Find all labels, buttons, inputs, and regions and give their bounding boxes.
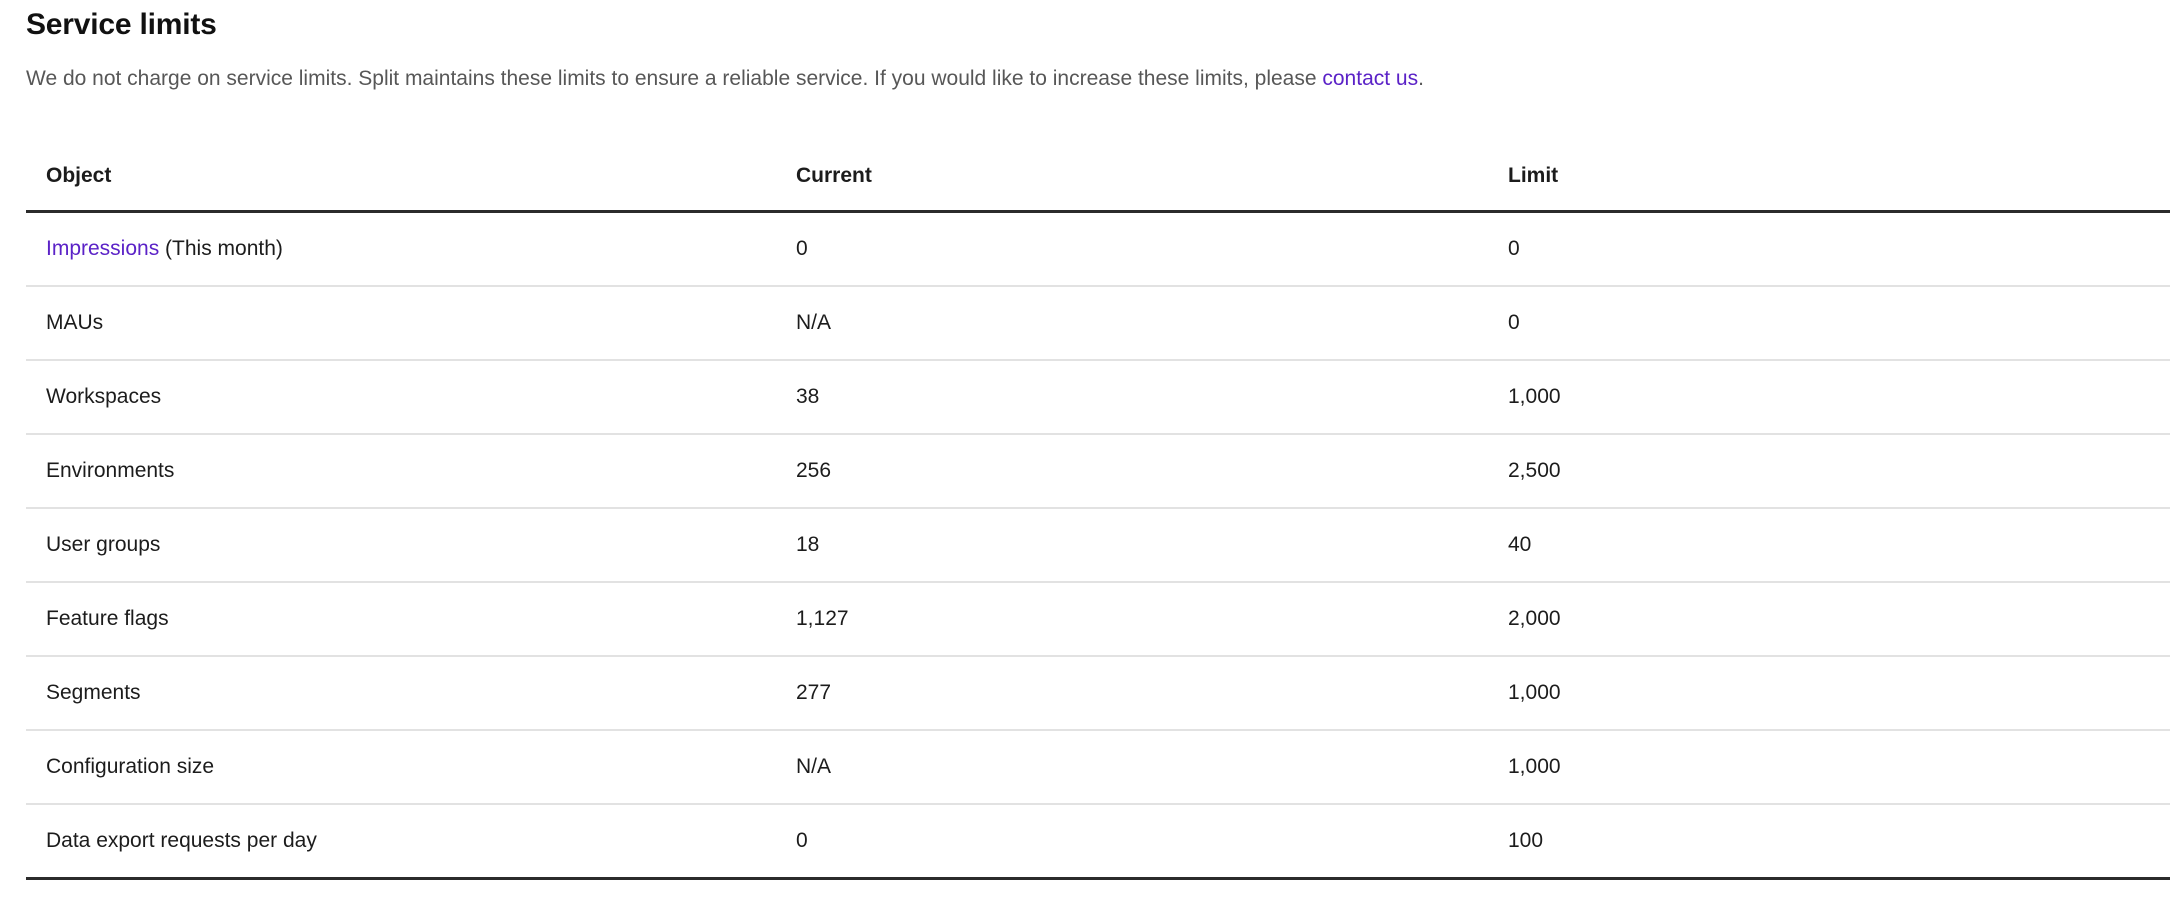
object-label: User groups bbox=[46, 533, 161, 556]
limit-value: 2,500 bbox=[1508, 459, 1561, 482]
cell-limit: 100 bbox=[1488, 804, 2170, 880]
current-value: N/A bbox=[796, 311, 832, 334]
table-row: Segments 277 1,000 bbox=[26, 656, 2170, 731]
current-value: 0 bbox=[796, 237, 808, 260]
object-label: MAUs bbox=[46, 311, 104, 334]
limit-value: 2,000 bbox=[1508, 607, 1561, 630]
table-row: User groups 18 40 bbox=[26, 508, 2170, 583]
table-row: MAUs N/A 0 bbox=[26, 286, 2170, 361]
page-description: We do not charge on service limits. Spli… bbox=[26, 64, 1424, 94]
object-label: Segments bbox=[46, 681, 141, 704]
cell-object: MAUs bbox=[26, 286, 776, 361]
cell-limit: 0 bbox=[1488, 211, 2170, 287]
limit-value: 100 bbox=[1508, 829, 1544, 852]
current-value: N/A bbox=[796, 755, 832, 778]
cell-current: 256 bbox=[776, 434, 1488, 509]
column-header-object: Object bbox=[26, 140, 776, 213]
column-header-limit-label: Limit bbox=[1508, 164, 1559, 187]
current-value: 38 bbox=[796, 385, 820, 408]
description-text-after-link: . bbox=[1418, 67, 1424, 90]
column-header-object-label: Object bbox=[46, 164, 112, 187]
table-row: Environments 256 2,500 bbox=[26, 434, 2170, 509]
current-value: 18 bbox=[796, 533, 820, 556]
cell-limit: 40 bbox=[1488, 508, 2170, 583]
cell-object: Feature flags bbox=[26, 582, 776, 657]
cell-limit: 1,000 bbox=[1488, 730, 2170, 805]
cell-limit: 2,500 bbox=[1488, 434, 2170, 509]
table-row: Configuration size N/A 1,000 bbox=[26, 730, 2170, 805]
cell-current: 0 bbox=[776, 211, 1488, 287]
current-value: 256 bbox=[796, 459, 832, 482]
limit-value: 40 bbox=[1508, 533, 1532, 556]
page-title: Service limits bbox=[26, 8, 217, 41]
cell-current: 18 bbox=[776, 508, 1488, 583]
table-header: Object Current Limit bbox=[26, 140, 2170, 213]
object-label: Feature flags bbox=[46, 607, 169, 630]
cell-object: Data export requests per day bbox=[26, 804, 776, 880]
limit-value: 1,000 bbox=[1508, 681, 1561, 704]
table-row: Impressions (This month) 0 0 bbox=[26, 211, 2170, 287]
column-header-current: Current bbox=[776, 140, 1488, 213]
current-value: 1,127 bbox=[796, 607, 849, 630]
limit-value: 1,000 bbox=[1508, 385, 1561, 408]
cell-current: 1,127 bbox=[776, 582, 1488, 657]
cell-limit: 0 bbox=[1488, 286, 2170, 361]
table-body: Impressions (This month) 0 0 MAUs N/A 0 bbox=[26, 211, 2170, 880]
cell-current: 38 bbox=[776, 360, 1488, 435]
cell-object: Segments bbox=[26, 656, 776, 731]
cell-current: 277 bbox=[776, 656, 1488, 731]
cell-object: User groups bbox=[26, 508, 776, 583]
cell-current: N/A bbox=[776, 730, 1488, 805]
cell-object: Configuration size bbox=[26, 730, 776, 805]
object-label: Configuration size bbox=[46, 755, 215, 778]
table-row: Workspaces 38 1,000 bbox=[26, 360, 2170, 435]
table-row: Feature flags 1,127 2,000 bbox=[26, 582, 2170, 657]
cell-limit: 1,000 bbox=[1488, 656, 2170, 731]
contact-us-link[interactable]: contact us bbox=[1322, 67, 1419, 90]
limit-value: 0 bbox=[1508, 237, 1520, 260]
description-text-before-link: We do not charge on service limits. Spli… bbox=[26, 67, 1323, 90]
cell-limit: 2,000 bbox=[1488, 582, 2170, 657]
cell-current: 0 bbox=[776, 804, 1488, 880]
object-label: Impressions (This month) bbox=[26, 237, 283, 260]
cell-object: Workspaces bbox=[26, 360, 776, 435]
cell-object: Environments bbox=[26, 434, 776, 509]
limit-value: 1,000 bbox=[1508, 755, 1561, 778]
service-limits-table: Object Current Limit Impressions (This m… bbox=[26, 140, 2170, 880]
column-header-limit: Limit bbox=[1488, 140, 2170, 213]
object-label: Environments bbox=[46, 459, 175, 482]
current-value: 0 bbox=[796, 829, 808, 852]
limit-value: 0 bbox=[1508, 311, 1520, 334]
table-row: Data export requests per day 0 100 bbox=[26, 804, 2170, 880]
object-suffix: (This month) bbox=[159, 237, 283, 260]
object-label: Data export requests per day bbox=[46, 829, 317, 852]
cell-object: Impressions (This month) bbox=[26, 211, 776, 287]
cell-limit: 1,000 bbox=[1488, 360, 2170, 435]
current-value: 277 bbox=[796, 681, 832, 704]
object-label: Workspaces bbox=[46, 385, 162, 408]
table-header-row: Object Current Limit bbox=[26, 140, 2170, 213]
cell-current: N/A bbox=[776, 286, 1488, 361]
impressions-link[interactable]: Impressions bbox=[46, 237, 160, 260]
column-header-current-label: Current bbox=[796, 164, 872, 187]
